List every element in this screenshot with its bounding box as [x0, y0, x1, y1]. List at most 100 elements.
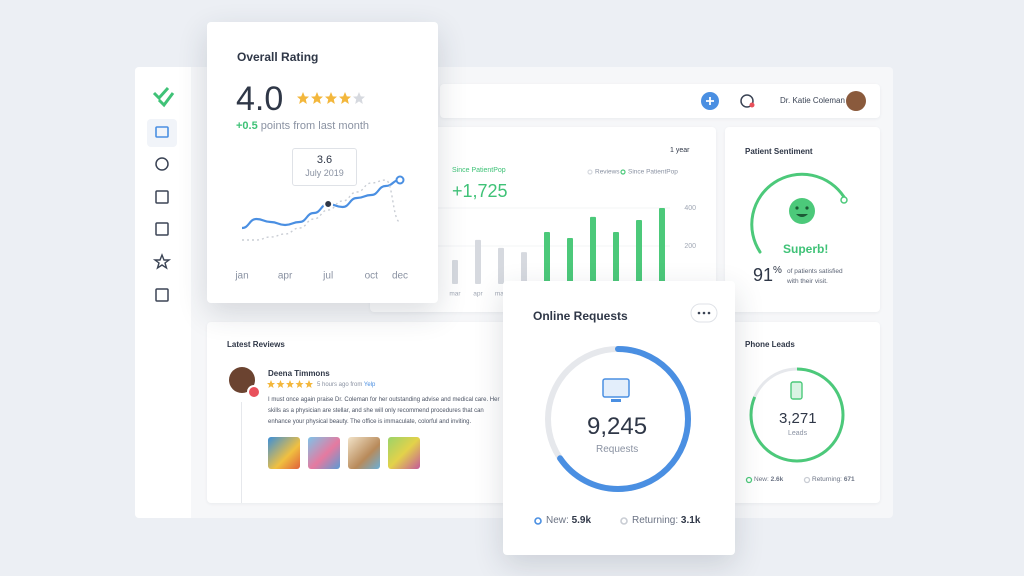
gauge-arc [750, 172, 846, 254]
label: Returning: [632, 515, 679, 526]
value: 3.1k [680, 515, 701, 526]
review-source[interactable]: Yelp [363, 382, 376, 388]
review-photo[interactable] [268, 437, 300, 469]
x-tick-label: apr [278, 271, 293, 282]
nav-active[interactable] [147, 119, 177, 147]
sentiment-text: of patients satisfied [787, 268, 843, 275]
smiley-eye [795, 206, 799, 210]
requests-new: New: 5.9k [546, 515, 591, 526]
y-tick-label: 200 [684, 243, 696, 250]
sidebar-icons [147, 86, 177, 302]
rating-card: Overall Rating 4.0 +0.5 points from last… [207, 22, 438, 303]
yelp-badge [247, 385, 261, 399]
ring-arc [545, 346, 691, 492]
review-line: I must once again praise Dr. Coleman for… [268, 397, 500, 403]
label: New: [754, 476, 769, 483]
legend-dot [534, 517, 542, 525]
computer-stand [611, 399, 621, 402]
user-avatar[interactable] [846, 91, 866, 111]
line-series [242, 179, 401, 241]
legend-label: Since PatientPop [628, 169, 678, 176]
requests-ring [534, 303, 718, 525]
sentiment-percent: 91% [753, 265, 782, 286]
legend-dot [587, 169, 593, 175]
sentiment-label: Superb! [783, 242, 829, 256]
sentiment-text: with their visit. [787, 278, 828, 285]
requests-returning: Returning: 3.1k [632, 515, 700, 526]
phone-icon [790, 381, 803, 400]
tooltip: 3.6 July 2019 [292, 148, 357, 186]
nav-reviews[interactable] [152, 253, 172, 270]
line-series [241, 178, 401, 230]
legend-dot [620, 169, 626, 175]
review-time: 5 hours ago from Yelp [317, 382, 375, 388]
nav-forms[interactable] [155, 222, 169, 236]
bar [613, 231, 619, 284]
nav-calendar[interactable] [155, 190, 169, 204]
bar [521, 252, 527, 284]
nav-dashboard[interactable] [155, 126, 169, 138]
ring-arc [749, 367, 845, 463]
bar [659, 208, 665, 284]
change-text: points from last month [260, 120, 369, 132]
bar [498, 247, 504, 284]
sidebar [135, 67, 191, 518]
label: New: [546, 515, 569, 526]
phone-unit: Leads [788, 430, 808, 437]
bar [452, 260, 458, 284]
sentiment-gauge [750, 172, 848, 254]
computer-icon [602, 378, 630, 398]
sentiment-card: Patient Sentiment Superb! 91% of patient… [725, 127, 880, 312]
rating-change: +0.5 points from last month [236, 120, 369, 132]
review-stars [267, 380, 313, 388]
reviewer-name: Deena Timmons [268, 369, 330, 378]
notification-dot [749, 102, 755, 108]
range-select[interactable]: 1 year [670, 147, 690, 154]
percent-number: 91 [753, 265, 774, 285]
x-tick-label: jan [234, 271, 248, 282]
logo[interactable] [152, 86, 175, 108]
phone-title: Phone Leads [745, 340, 795, 349]
value: 5.9k [571, 515, 592, 526]
metric-value: +1,725 [452, 181, 508, 201]
smiley-mouth [796, 214, 808, 217]
percent-sign: % [773, 265, 782, 276]
phone-card: Phone Leads 3,271 Leads New: 2.6k Return… [725, 322, 880, 503]
requests-total: 9,245 [587, 413, 648, 440]
phone-new: New: 2.6k [754, 476, 783, 483]
nav-history[interactable] [155, 157, 169, 171]
legend-dot [620, 517, 628, 525]
target-icon[interactable] [740, 94, 754, 108]
line-chart: jan apr jul oct dec [234, 175, 408, 282]
tooltip-date: July 2019 [305, 168, 344, 178]
smiley [789, 198, 815, 224]
bar [636, 219, 642, 284]
label: Returning: [812, 476, 842, 483]
bar [567, 238, 573, 284]
requests-unit: Requests [596, 444, 639, 455]
bar [544, 231, 550, 284]
smiley-eye [805, 206, 809, 210]
review-photo[interactable] [348, 437, 380, 469]
change-value: +0.5 [236, 120, 258, 132]
x-tick-label: oct [365, 271, 379, 282]
x-tick-label: dec [392, 271, 408, 282]
legend-dot [803, 476, 811, 484]
x-tick-label: may [495, 291, 508, 298]
review-photo[interactable] [308, 437, 340, 469]
x-tick-label: mar [449, 291, 461, 298]
review-photo[interactable] [388, 437, 420, 469]
x-tick-label: apr [473, 291, 483, 298]
requests-card: Online Requests 9,245 Requests New: 5.9k… [503, 281, 735, 555]
gauge-knob [840, 196, 848, 204]
review-time-text: 5 hours ago from [317, 382, 363, 388]
nav-reports[interactable] [155, 288, 169, 302]
reviews-title: Latest Reviews [227, 340, 285, 349]
phone-returning: Returning: 671 [812, 476, 855, 483]
highlight-point [323, 199, 334, 209]
x-tick-label: jul [322, 271, 333, 282]
phone-total: 3,271 [779, 410, 817, 427]
add-icon [706, 97, 714, 105]
